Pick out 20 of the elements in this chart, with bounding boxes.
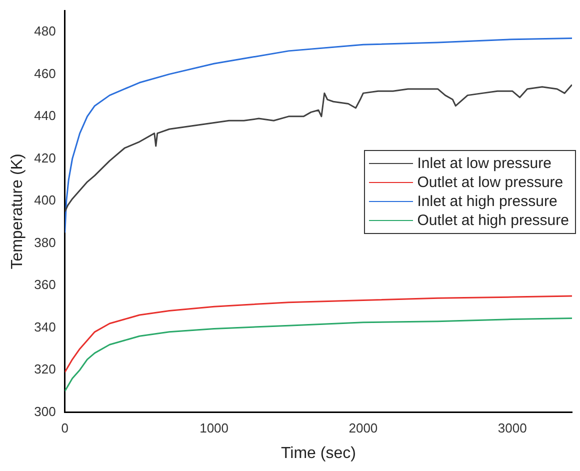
- x-tick-label: 0: [61, 420, 69, 436]
- y-tick-label: 380: [34, 234, 56, 250]
- legend-label: Outlet at low pressure: [417, 173, 564, 192]
- legend-label: Inlet at high pressure: [417, 192, 558, 211]
- y-tick-label: 420: [34, 150, 56, 166]
- y-tick-label: 360: [34, 277, 56, 292]
- x-tick-label: 3000: [498, 420, 527, 436]
- y-tick-label: 480: [34, 24, 56, 39]
- x-tick-label: 2000: [348, 420, 378, 436]
- x-axis-title: Time (sec): [280, 444, 356, 462]
- y-tick-label: 340: [34, 319, 56, 334]
- legend-label: Inlet at low pressure: [417, 154, 552, 173]
- x-tick-label: 1000: [200, 420, 228, 436]
- y-tick-label: 460: [34, 66, 56, 81]
- y-tick-label: 300: [34, 404, 56, 419]
- y-axis-title: Temperature (K): [9, 154, 26, 270]
- y-tick-label: 400: [34, 192, 56, 208]
- y-tick-label: 440: [34, 108, 56, 124]
- y-tick-label: 320: [34, 362, 56, 377]
- legend-label: Outlet at high pressure: [417, 211, 569, 230]
